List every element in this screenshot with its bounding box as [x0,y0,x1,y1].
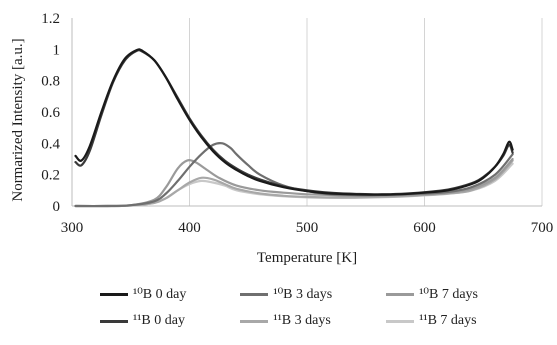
x-axis-title: Temperature [K] [257,250,357,266]
x-tick-label: 400 [178,220,201,236]
legend-swatch [386,293,415,296]
legend-swatch [240,293,269,296]
y-tick-label: 0 [53,199,61,215]
legend-label: ¹¹B 0 day [133,313,185,328]
y-tick-label: 0.8 [41,74,60,90]
legend-swatch [100,319,128,323]
legend-item-0: ¹⁰B 0 day [100,286,228,303]
legend-label: ¹¹B 7 days [419,313,477,328]
legend-swatch [386,319,415,323]
grid-layer [189,18,543,206]
legend-label: ¹⁰B 0 day [133,287,187,302]
legend-label: ¹⁰B 3 days [273,287,333,302]
legend-swatch [240,319,269,323]
y-tick-label: 1.2 [41,11,60,27]
y-tick-label: 1 [53,42,61,58]
x-tick-label: 300 [61,220,84,236]
y-tick-label: 0.2 [41,168,60,184]
y-tick-label: 0.4 [41,136,60,152]
series-line-0 [74,48,514,196]
series-line-4 [74,159,514,208]
legend-swatch [100,293,128,296]
y-tick-label: 0.6 [41,105,60,121]
legend-item-5: ¹¹B 7 days [386,313,520,329]
x-tick-label: 500 [296,220,319,236]
legend-item-2: ¹⁰B 7 days [386,286,520,303]
legend-label: ¹⁰B 7 days [419,287,478,302]
legend: ¹⁰B 0 day ¹⁰B 3 days ¹⁰B 7 days ¹¹B 0 day ¹¹… [100,286,520,329]
series-line-5 [74,162,514,208]
series-layer [74,48,514,208]
axis-layer: 300 400 500 600 700 0 0.2 0.4 0.6 0.8 1 1.2 [41,11,553,236]
x-tick-label: 700 [531,220,554,236]
legend-item-1: ¹⁰B 3 days [240,286,374,303]
series-line-2 [74,157,514,208]
x-tick-label: 600 [413,220,436,236]
legend-label: ¹¹B 3 days [273,313,331,328]
y-axis-title: Normarized Intensity [a.u.] [10,38,26,201]
legend-item-4: ¹¹B 3 days [240,313,374,329]
series-line-3 [74,49,514,196]
legend-item-3: ¹¹B 0 day [100,313,228,329]
